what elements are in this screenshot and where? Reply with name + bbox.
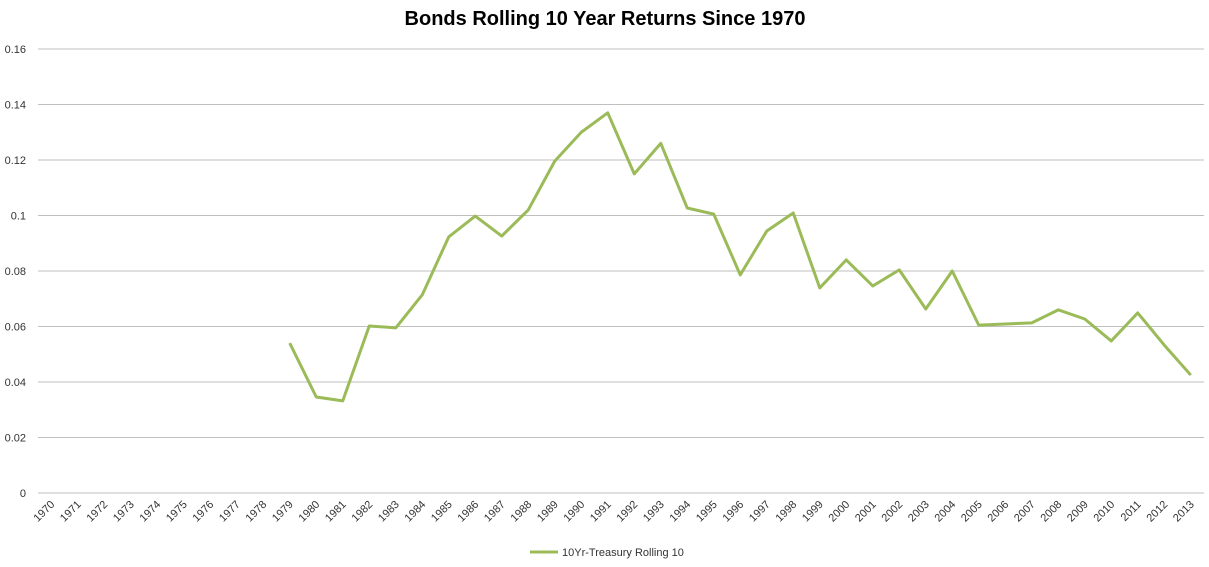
x-tick-label: 2002 (880, 499, 906, 525)
x-tick-label: 1990 (562, 499, 588, 525)
x-tick-label: 1976 (191, 499, 217, 525)
x-tick-label: 2000 (827, 499, 853, 525)
x-tick-label: 1991 (588, 499, 614, 525)
legend-label: 10Yr-Treasury Rolling 10 (562, 547, 684, 559)
x-tick-label: 1988 (509, 499, 535, 525)
x-tick-label: 1999 (800, 499, 826, 525)
x-tick-label: 1983 (376, 499, 402, 525)
y-tick-label: 0.1 (11, 211, 26, 223)
x-tick-label: 1989 (535, 499, 561, 525)
y-tick-label: 0.14 (5, 100, 26, 112)
x-tick-label: 1996 (721, 499, 747, 525)
x-tick-label: 1970 (32, 499, 58, 525)
x-tick-label: 2011 (1119, 499, 1144, 524)
x-tick-label: 1995 (694, 499, 720, 525)
x-tick-label: 2010 (1092, 499, 1118, 525)
y-tick-label: 0.04 (5, 377, 26, 389)
x-tick-label: 1972 (85, 499, 111, 525)
x-tick-label: 1998 (774, 499, 800, 525)
x-tick-label: 2012 (1145, 499, 1171, 525)
data-line (288, 111, 1192, 403)
x-tick-label: 2008 (1039, 499, 1065, 525)
y-tick-label: 0.08 (5, 266, 26, 278)
x-tick-label: 1977 (217, 499, 243, 525)
x-tick-label: 1978 (244, 499, 270, 525)
x-tick-label: 2003 (906, 499, 932, 525)
x-tick-label: 1994 (668, 499, 694, 525)
x-tick-label: 1992 (615, 499, 641, 525)
x-tick-label: 2006 (986, 499, 1012, 525)
y-tick-label: 0.16 (5, 44, 26, 56)
x-tick-label: 1974 (138, 499, 164, 525)
x-tick-label: 1997 (747, 499, 773, 525)
x-tick-label: 2005 (959, 499, 985, 525)
x-tick-label: 1993 (641, 499, 667, 525)
x-tick-label: 1979 (270, 499, 296, 525)
y-tick-label: 0 (20, 488, 26, 500)
y-tick-label: 0.06 (5, 322, 26, 334)
x-tick-label: 1987 (482, 499, 508, 525)
x-tick-label: 2009 (1065, 499, 1091, 525)
x-tick-label: 1984 (403, 499, 429, 525)
x-tick-label: 1986 (456, 499, 482, 525)
x-tick-label: 2001 (853, 499, 879, 525)
y-tick-label: 0.12 (5, 155, 26, 167)
x-tick-label: 1982 (350, 499, 376, 525)
y-tick-label: 0.02 (5, 433, 26, 445)
chart-title: Bonds Rolling 10 Year Returns Since 1970 (405, 8, 806, 30)
x-tick-label: 1980 (297, 499, 323, 525)
x-tick-label: 1975 (164, 499, 190, 525)
x-tick-label: 2004 (933, 499, 959, 525)
x-tick-label: 1973 (111, 499, 137, 525)
x-tick-label: 1981 (323, 499, 349, 525)
x-tick-label: 2007 (1012, 499, 1038, 525)
x-tick-label: 1971 (58, 499, 84, 525)
x-tick-label: 1985 (429, 499, 455, 525)
x-tick-label: 2013 (1171, 499, 1197, 525)
